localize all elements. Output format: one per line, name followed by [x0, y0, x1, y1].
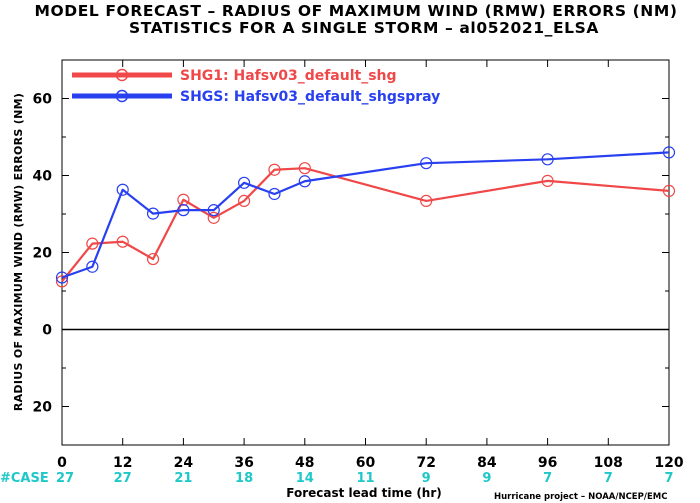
- series-2-point: [207, 204, 220, 217]
- case-label: #CASE: [0, 471, 49, 486]
- series-2-point: [238, 176, 251, 189]
- series-2-point: [116, 183, 129, 196]
- case-count: 21: [174, 471, 192, 486]
- series-2-point: [420, 157, 433, 170]
- case-count: 11: [356, 471, 374, 486]
- series-1-point: [116, 235, 129, 248]
- x-tick-label: 120: [654, 455, 683, 471]
- series-1-point: [238, 194, 251, 208]
- x-tick-label: 84: [477, 455, 497, 471]
- series-2-point: [662, 146, 676, 159]
- series-2-point: [268, 187, 281, 201]
- y-tick-label: 40: [33, 169, 53, 185]
- x-tick-label: 60: [356, 455, 376, 471]
- series-2-point: [541, 153, 554, 166]
- x-tick-label: 24: [174, 455, 194, 471]
- series-1-point: [268, 163, 281, 176]
- y-tick-label: 0: [42, 323, 52, 339]
- x-tick-label: 48: [295, 455, 314, 471]
- series-1-point: [177, 193, 190, 206]
- legend-marker-2: [115, 89, 129, 103]
- y-tick-label: 60: [33, 92, 53, 108]
- series-1-point: [662, 184, 676, 197]
- series-1-point: [55, 275, 69, 288]
- series-2-point: [55, 271, 69, 284]
- x-tick-label: 96: [538, 455, 557, 471]
- series-2-point: [298, 175, 311, 188]
- x-tick-label: 36: [234, 455, 253, 471]
- case-count: 9: [482, 471, 491, 486]
- y-tick-label: 20: [33, 400, 53, 416]
- case-count: 7: [664, 471, 673, 486]
- x-tick-label: 0: [57, 455, 67, 471]
- x-tick-label: 108: [594, 455, 623, 471]
- series-2-point: [146, 207, 160, 220]
- series-1-point: [86, 237, 99, 250]
- case-count: 7: [543, 471, 552, 486]
- credit-label: Hurricane project – NOAA/NCEP/EMC: [494, 492, 667, 502]
- series-line-2: [61, 151, 670, 279]
- case-count: 27: [114, 471, 132, 486]
- case-count: 27: [56, 471, 74, 486]
- case-count: 9: [422, 471, 431, 486]
- legend-entry-2: SHGS: Hafsv03_default_shgspray: [180, 89, 440, 105]
- series-1-point: [146, 252, 160, 266]
- x-tick-label: 12: [113, 455, 132, 471]
- legend-entry-1: SHG1: Hafsv03_default_shg: [180, 68, 397, 84]
- series-1-point: [207, 211, 220, 224]
- chart-subtitle: STATISTICS FOR A SINGLE STORM – al052021…: [129, 19, 599, 37]
- x-tick-label: 72: [416, 455, 435, 471]
- case-count: 7: [604, 471, 613, 486]
- series-2-point: [86, 260, 99, 273]
- series-1-point: [541, 174, 554, 187]
- series-2-point: [177, 204, 190, 217]
- legend-marker-1: [115, 68, 129, 82]
- case-count: 14: [296, 471, 314, 486]
- y-tick-label: 20: [33, 246, 53, 262]
- y-axis-label: RADIUS OF MAXIMUM WIND (RMW) ERRORS (NM): [12, 93, 25, 411]
- x-axis-label: Forecast lead time (hr): [286, 486, 442, 500]
- series-1-point: [420, 194, 433, 208]
- chart-title: MODEL FORECAST – RADIUS OF MAXIMUM WIND …: [34, 2, 677, 20]
- plot-frame: [61, 59, 670, 446]
- case-count: 18: [235, 471, 253, 486]
- series-1-point: [298, 162, 311, 175]
